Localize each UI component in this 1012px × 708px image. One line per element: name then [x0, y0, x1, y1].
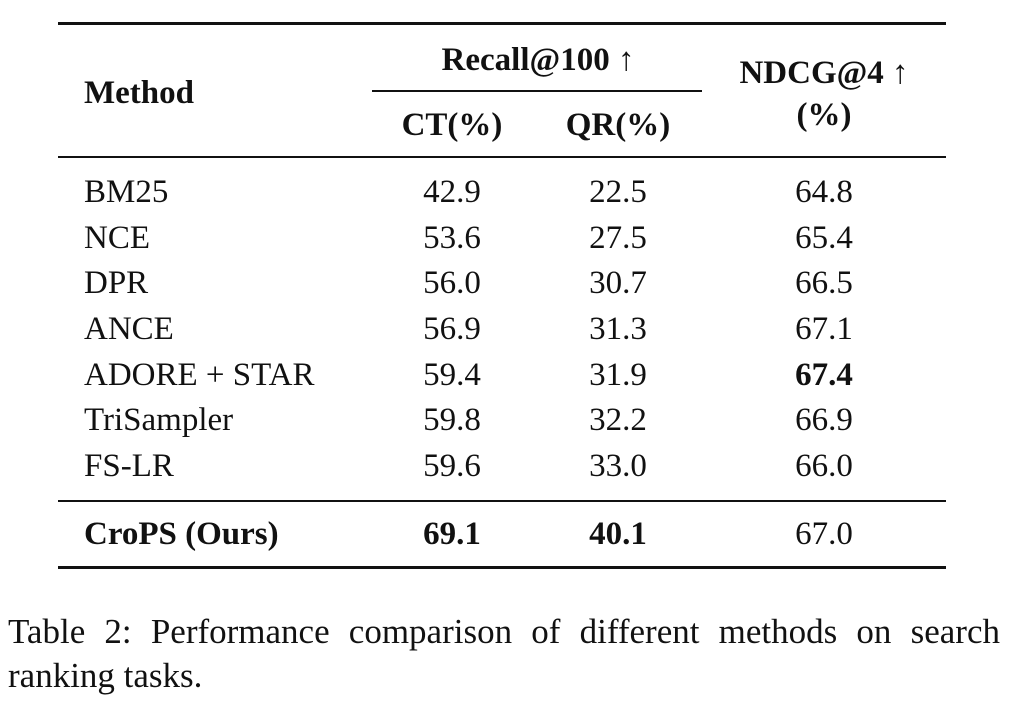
row-ct: 59.8 — [423, 402, 481, 438]
row-ndcg: 66.0 — [795, 448, 853, 484]
row-ct: 56.0 — [423, 265, 481, 301]
row-ndcg: 64.8 — [795, 174, 853, 210]
row-ndcg-best: 67.4 — [795, 357, 853, 393]
row-ct: 59.4 — [423, 357, 481, 393]
row-ct: 59.6 — [423, 448, 481, 484]
header-ndcg-unit: (%) — [796, 97, 852, 133]
row-method: CroPS (Ours) — [84, 516, 279, 552]
row-method: TriSampler — [84, 402, 234, 438]
row-ndcg: 66.9 — [795, 402, 853, 438]
row-qr: 32.2 — [589, 402, 647, 438]
header-qr: QR(%) — [565, 107, 671, 143]
row-method: ANCE — [84, 311, 174, 347]
row-method: FS-LR — [84, 448, 174, 484]
bottom-rule — [58, 566, 946, 569]
row-qr: 30.7 — [589, 265, 647, 301]
header-ndcg: NDCG@4 ↑ — [739, 55, 909, 91]
header-method: Method — [84, 75, 194, 111]
row-qr: 22.5 — [589, 174, 647, 210]
row-ct: 53.6 — [423, 220, 481, 256]
header-rule — [58, 156, 946, 158]
row-qr: 31.3 — [589, 311, 647, 347]
row-ct: 42.9 — [423, 174, 481, 210]
header-recall-group: Recall@100 ↑ — [441, 42, 635, 78]
table-caption: Table 2: Performance comparison of diffe… — [8, 612, 1000, 695]
separator-rule — [58, 500, 946, 502]
header-ct: CT(%) — [401, 107, 503, 143]
header-subrule — [372, 90, 702, 92]
row-ndcg: 67.0 — [795, 516, 853, 552]
row-ndcg: 65.4 — [795, 220, 853, 256]
row-ct: 56.9 — [423, 311, 481, 347]
row-method: BM25 — [84, 174, 169, 210]
row-ct-best: 69.1 — [423, 516, 481, 552]
row-qr-best: 40.1 — [589, 516, 647, 552]
row-method: NCE — [84, 220, 150, 256]
row-qr: 33.0 — [589, 448, 647, 484]
row-method: DPR — [84, 265, 149, 301]
top-rule — [58, 22, 946, 25]
row-qr: 31.9 — [589, 357, 647, 393]
row-qr: 27.5 — [589, 220, 647, 256]
row-method: ADORE + STAR — [84, 357, 315, 393]
row-ndcg: 66.5 — [795, 265, 853, 301]
row-ndcg: 67.1 — [795, 311, 853, 347]
